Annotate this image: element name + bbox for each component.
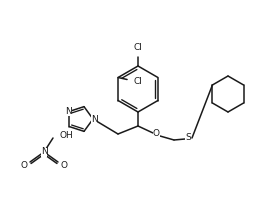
Text: O: O [152,130,159,139]
Text: N: N [91,115,97,124]
Text: N: N [41,148,47,157]
Text: Cl: Cl [134,43,142,52]
Text: Cl: Cl [133,77,142,86]
Text: N: N [65,107,72,116]
Text: S: S [185,134,191,143]
Text: O: O [20,162,28,171]
Text: OH: OH [60,131,74,140]
Text: O: O [60,162,68,171]
